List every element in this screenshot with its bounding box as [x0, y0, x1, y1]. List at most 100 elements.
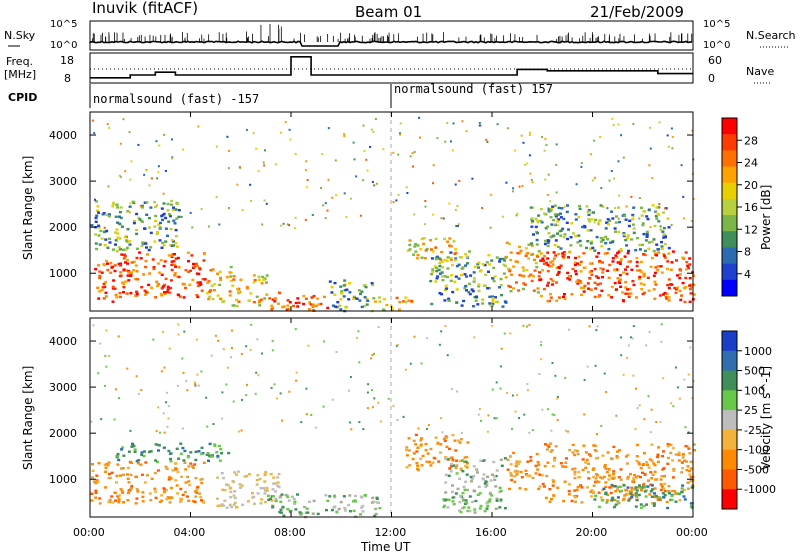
- power-cell: [476, 303, 480, 306]
- velocity-cell: [606, 451, 610, 454]
- velocity-cell: [181, 427, 184, 430]
- power-cell: [651, 204, 655, 207]
- power-cell: [111, 287, 115, 290]
- velocity-cell: [645, 503, 648, 506]
- velocity-cell: [245, 345, 248, 348]
- velocity-cell: [465, 466, 469, 469]
- power-cell: [589, 262, 592, 265]
- power-colorbar-frame: [721, 117, 738, 297]
- power-cell: [538, 271, 542, 274]
- velocity-cell: [99, 342, 102, 345]
- power-cell: [288, 301, 292, 304]
- power-cell: [127, 271, 131, 274]
- velocity-cell: [603, 465, 607, 468]
- power-cell: [593, 295, 597, 299]
- power-cell: [108, 237, 111, 240]
- velocity-cell: [556, 486, 560, 489]
- power-cell: [158, 144, 161, 147]
- power-cell: [565, 221, 569, 224]
- power-cell: [196, 295, 200, 299]
- power-cell: [583, 266, 587, 269]
- velocity-cell: [681, 484, 685, 487]
- power-cell: [162, 212, 166, 216]
- power-cell: [364, 285, 368, 289]
- power-cell: [605, 252, 609, 255]
- power-cell: [680, 164, 683, 167]
- velocity-cell: [126, 466, 130, 470]
- velocity-cell: [674, 453, 678, 456]
- power-cell: [448, 202, 451, 205]
- power-cell: [132, 269, 136, 272]
- power-cell: [135, 228, 139, 232]
- power-cell: [498, 286, 501, 289]
- power-cell: [128, 211, 131, 214]
- power-cell: [252, 281, 256, 284]
- velocity-cell: [140, 389, 143, 391]
- power-cell: [622, 271, 626, 274]
- power-cell: [129, 178, 132, 181]
- velocity-cell: [277, 485, 281, 489]
- velocity-cell: [232, 503, 236, 506]
- velocity-cell: [529, 459, 533, 462]
- power-cell: [547, 173, 550, 176]
- velocity-cell: [586, 471, 590, 474]
- power-cell: [617, 160, 620, 163]
- power-cell: [395, 296, 399, 300]
- power-cell: [105, 213, 109, 216]
- velocity-cell: [688, 452, 692, 455]
- power-cell: [555, 299, 559, 302]
- power-cell: [108, 241, 112, 244]
- velocity-cell: [509, 332, 512, 335]
- power-cell: [229, 279, 233, 282]
- velocity-cell: [420, 362, 423, 365]
- velocity-cell: [689, 475, 693, 479]
- velocity-cell: [576, 453, 580, 456]
- velocity-cell: [222, 348, 225, 351]
- velocity-cell: [97, 372, 100, 375]
- velocity-cell: [261, 352, 264, 355]
- velocity-cell: [429, 464, 433, 467]
- x-tick-label: 00:00: [73, 526, 105, 539]
- velocity-cell: [300, 421, 303, 424]
- power-cell: [455, 225, 458, 228]
- velocity-cell: [95, 474, 99, 477]
- power-cell: [418, 116, 421, 119]
- velocity-cell: [567, 490, 571, 493]
- power-cell: [321, 152, 324, 155]
- power-cell: [658, 203, 661, 205]
- power-cell: [529, 206, 533, 209]
- power-cell: [617, 123, 620, 126]
- power-cell: [120, 253, 124, 256]
- power-cell: [108, 213, 111, 216]
- power-cell: [456, 205, 459, 207]
- velocity-cell: [157, 444, 161, 447]
- power-cell: [650, 240, 654, 243]
- velocity-cell: [615, 450, 619, 453]
- velocity-cell: [206, 425, 209, 428]
- power-cell: [117, 262, 121, 266]
- power-cell: [221, 300, 225, 304]
- power-cell: [509, 285, 512, 289]
- velocity-cell: [273, 383, 276, 386]
- power-cell: [199, 283, 203, 286]
- velocity-cell: [192, 466, 195, 470]
- velocity-cell: [166, 391, 169, 394]
- power-cell: [595, 235, 599, 239]
- power-cell: [129, 292, 133, 295]
- power-cell: [370, 128, 373, 131]
- power-cell: [546, 300, 550, 303]
- power-cell: [144, 259, 148, 263]
- power-cell: [97, 264, 101, 267]
- power-cell: [654, 214, 658, 218]
- power-cell: [618, 194, 621, 197]
- velocity-cell: [232, 400, 235, 403]
- velocity-cell: [513, 470, 517, 473]
- freq-left-label-line1: Freq.: [6, 55, 33, 68]
- power-cell: [219, 276, 222, 280]
- power-cell: [408, 248, 412, 251]
- power-cell: [200, 208, 203, 210]
- power-cell: [429, 279, 433, 283]
- velocity-ytick-label: 1000: [49, 473, 77, 486]
- power-cell: [549, 261, 553, 264]
- velocity-cell: [662, 377, 665, 380]
